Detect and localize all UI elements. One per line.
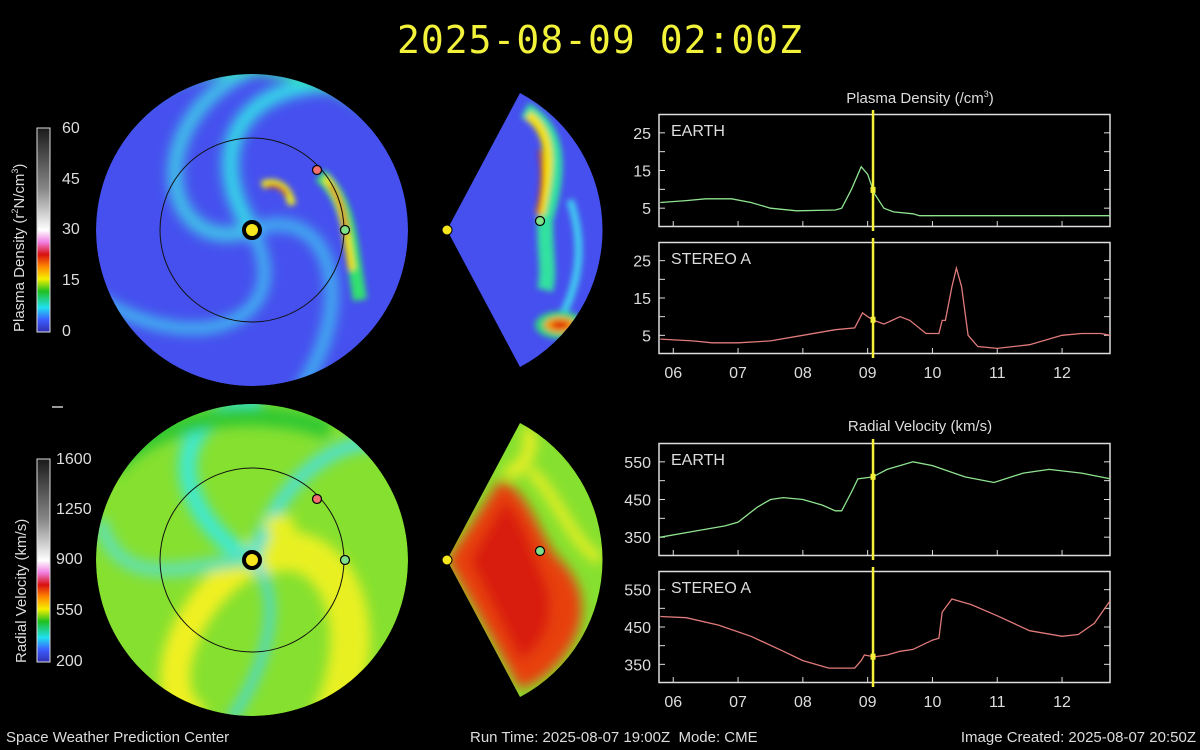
x-tick-label: 10 <box>924 365 942 382</box>
velocity-tick-200: 200 <box>56 653 83 670</box>
x-tick-label: 07 <box>729 694 747 711</box>
velocity-stereo-a-plot: 350 450 550 06 07 08 09 10 11 12 STEREO A <box>624 567 1111 711</box>
footer-organization: Space Weather Prediction Center <box>6 729 230 746</box>
x-tick-label: 11 <box>989 694 1006 711</box>
footer-image-created: Image Created: 2025-08-07 20:50Z <box>960 729 1196 746</box>
y-tick-label: 5 <box>642 201 651 218</box>
x-tick-label: 12 <box>1053 694 1071 711</box>
plot-frame <box>658 113 1111 228</box>
series-line-stereo-a <box>660 598 1111 669</box>
velocity-tick-550: 550 <box>56 602 83 619</box>
x-tick-label: 08 <box>794 365 812 382</box>
velocity-earth-plot: 350 450 550 EARTH <box>624 439 1111 560</box>
current-value-marker <box>870 316 876 323</box>
velocity-tick-1600: 1600 <box>56 451 92 468</box>
y-tick-label: 15 <box>633 291 651 308</box>
current-value-marker <box>870 186 876 193</box>
velocity-meridional-map <box>447 423 603 697</box>
x-tick-label: 12 <box>1053 365 1071 382</box>
velocity-colorbar-title: Radial Velocity (km/s) <box>13 518 30 663</box>
series-label: EARTH <box>671 452 725 469</box>
y-tick-label: 450 <box>624 493 651 510</box>
density-stereo-a-plot: 5 15 25 06 07 08 09 10 11 12 STEREO A <box>633 238 1111 382</box>
y-tick-label: 25 <box>633 254 651 271</box>
series-label: EARTH <box>671 123 725 140</box>
y-tick-label: 25 <box>633 126 651 143</box>
velocity-chart-title: Radial Velocity (km/s) <box>847 418 993 435</box>
series-label: STEREO A <box>671 580 751 597</box>
stereo-a-marker <box>311 164 323 176</box>
sun-marker-meridional <box>441 224 453 236</box>
current-value-marker <box>870 653 876 660</box>
current-value-marker <box>870 473 876 480</box>
earth-marker-velocity <box>339 554 351 566</box>
x-tick-label: 10 <box>924 694 942 711</box>
forecast-timestamp: 2025-08-09 02:00Z <box>397 18 803 62</box>
y-tick-label: 350 <box>624 530 651 547</box>
x-tick-label: 11 <box>989 365 1006 382</box>
density-colorbar-title: Plasma Density (r2N/cm3) <box>10 163 28 332</box>
velocity-colorbar <box>36 458 51 663</box>
x-tick-label: 06 <box>664 365 682 382</box>
series-label: STEREO A <box>671 251 751 268</box>
density-meridional-map <box>447 93 603 367</box>
earth-marker-meridional <box>534 215 546 227</box>
density-tick-15: 15 <box>62 272 80 289</box>
y-tick-label: 550 <box>624 583 651 600</box>
enlil-model-maps <box>36 74 603 716</box>
x-tick-label: 06 <box>664 694 682 711</box>
velocity-tick-900: 900 <box>56 551 83 568</box>
plot-frame <box>658 442 1111 557</box>
x-tick-label: 08 <box>794 694 812 711</box>
sun-marker <box>242 220 262 240</box>
density-earth-plot: 5 15 25 EARTH <box>633 110 1111 231</box>
density-tick-60: 60 <box>62 120 80 137</box>
x-tick-label: 09 <box>859 694 877 711</box>
density-colorbar <box>36 127 51 333</box>
y-tick-label: 550 <box>624 455 651 472</box>
velocity-tick-1250: 1250 <box>56 501 92 518</box>
density-chart-title: Plasma Density (/cm3) <box>846 89 994 107</box>
y-tick-label: 350 <box>624 657 651 674</box>
y-tick-label: 5 <box>642 328 651 345</box>
density-tick-0: 0 <box>62 323 71 340</box>
sun-marker-velocity <box>242 550 262 570</box>
earth-marker-velocity-meridional <box>534 545 546 557</box>
series-line-earth <box>660 461 1111 538</box>
x-tick-label: 07 <box>729 365 747 382</box>
sun-marker-velocity-meridional <box>441 554 453 566</box>
x-tick-label: 09 <box>859 365 877 382</box>
stereo-a-marker-velocity <box>311 493 323 505</box>
series-line-stereo-a <box>660 265 1111 350</box>
density-tick-30: 30 <box>62 221 80 238</box>
series-line-earth <box>660 165 1110 217</box>
earth-marker <box>339 224 351 236</box>
density-tick-45: 45 <box>62 171 80 188</box>
footer-run-info: Run Time: 2025-08-07 19:00Z Mode: CME <box>470 729 758 746</box>
y-tick-label: 15 <box>633 164 651 181</box>
y-tick-label: 450 <box>624 620 651 637</box>
